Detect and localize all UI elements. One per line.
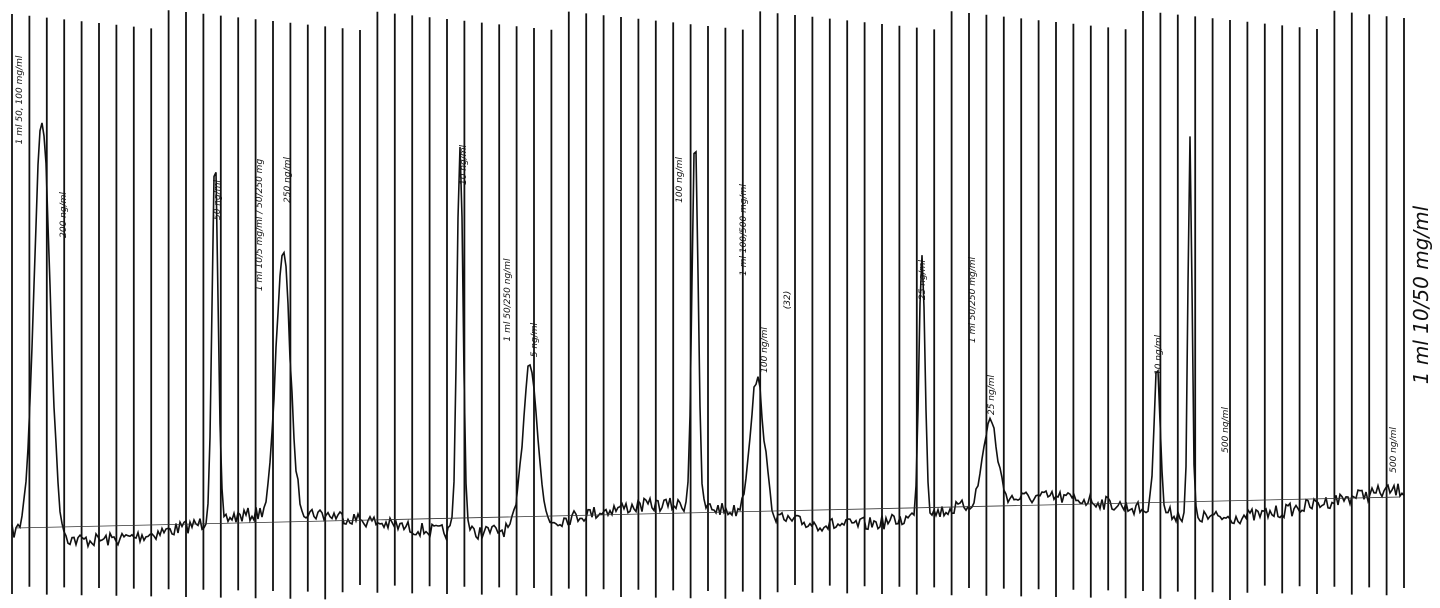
- scale-note: 1 ml 10/50 mg/ml: [1409, 205, 1433, 384]
- annotation: 1 ml 50, 100 mg/ml: [15, 55, 25, 144]
- annotation: 100 ng/ml: [675, 157, 685, 203]
- annotation: 1 ml 50/250 ng/ml: [503, 258, 513, 341]
- annotation: 1 ml 100/500 mg/ml: [739, 184, 749, 276]
- annotation: 10 ng/ml: [459, 144, 469, 185]
- annotation: 1 ml 50/250 mg/ml: [968, 256, 978, 343]
- annotation: 5 ng/ml: [530, 322, 540, 357]
- baseline: [14, 496, 1401, 529]
- annotation: 100 ng/ml: [760, 327, 770, 373]
- annotation: 1 ml 10/5 mg/ml / 50/250 mg: [255, 159, 265, 292]
- annotation: 25 ng/ml: [918, 259, 928, 300]
- annotation: 200 ng/ml: [59, 192, 69, 238]
- annotation: 500 ng/ml: [1221, 407, 1231, 453]
- annotation: 250 ng/ml: [283, 157, 293, 203]
- annotation: 50 ng/ml: [213, 179, 223, 220]
- annotation: 25 ng/ml: [987, 374, 997, 415]
- annotation: 10 ng/ml: [1154, 334, 1164, 375]
- annotation: 500 ng/ml: [1389, 427, 1399, 473]
- annotation: (32): [783, 291, 793, 309]
- chart-paper-lines: [11, 10, 1405, 600]
- detector-trace: [11, 122, 1405, 550]
- annotations: 1 ml 50, 100 mg/ml 200 ng/ml 50 ng/ml 1 ml …: [15, 55, 1399, 473]
